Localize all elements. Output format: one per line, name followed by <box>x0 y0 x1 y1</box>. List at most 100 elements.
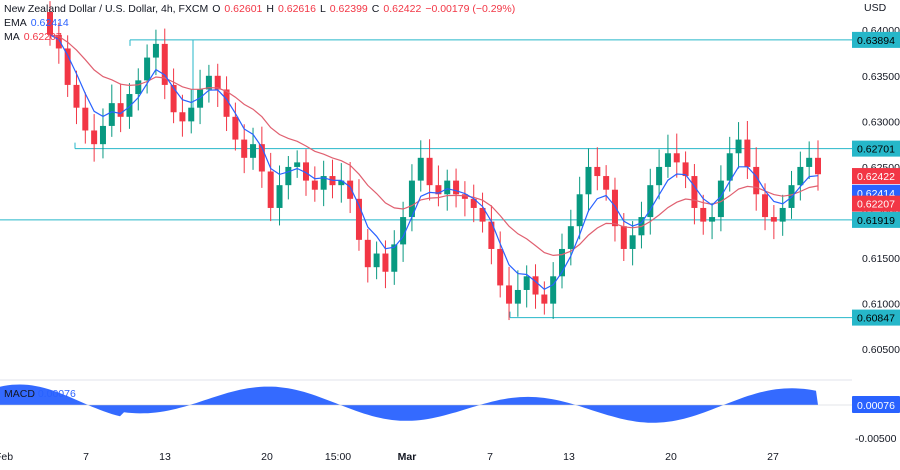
ema-value: 0.62414 <box>30 17 69 29</box>
candle-body <box>232 116 239 140</box>
candle-body <box>170 84 177 113</box>
high-label: H <box>266 3 274 15</box>
x-tick-label: Mar <box>398 451 417 463</box>
candle-body <box>629 235 636 249</box>
candle-body <box>408 180 415 218</box>
candle-body <box>161 43 168 85</box>
candle-body <box>664 153 671 167</box>
candle-body <box>188 107 195 122</box>
candle-body <box>267 171 274 208</box>
candle-body <box>64 48 71 85</box>
close-label: C <box>371 3 380 15</box>
candle-body <box>700 207 707 222</box>
price-tag <box>852 309 900 326</box>
candle-body <box>523 276 530 290</box>
candle-body <box>770 217 777 222</box>
macd-tick-label: -0.00500 <box>855 433 897 445</box>
ohlc-row: New Zealand Dollar / U.S. Dollar, 4h, FX… <box>4 2 515 16</box>
high-value: 0.62616 <box>277 3 316 15</box>
candle-body <box>682 162 689 177</box>
candle-body <box>762 194 769 218</box>
candle-body <box>126 94 133 117</box>
y-tick-label: 0.60500 <box>862 344 900 356</box>
candle-body <box>426 157 433 186</box>
y-tick-label: 0.61000 <box>862 299 900 311</box>
candle-body <box>117 103 124 117</box>
candle-body <box>303 162 309 181</box>
candle-body <box>241 139 248 158</box>
candle-body <box>647 185 654 218</box>
x-tick-label: 13 <box>563 451 575 463</box>
candle-body <box>559 248 565 277</box>
candle-body <box>364 239 371 268</box>
price-tag <box>852 195 900 212</box>
candle-body <box>726 153 733 181</box>
x-tick-label: 7 <box>83 451 89 463</box>
candle-body <box>691 176 698 208</box>
price-tag-text: 0.61919 <box>857 215 895 227</box>
candle-body <box>585 166 592 195</box>
macd-value-tag <box>852 396 900 413</box>
macd-legend[interactable]: MACD 0.00076 <box>4 388 76 400</box>
macd-area <box>0 384 818 423</box>
change-value: −0.00179 (−0.29%) <box>425 3 516 15</box>
candle-body <box>532 276 539 295</box>
candle-body <box>144 57 151 81</box>
y-tick-label: 0.61500 <box>862 253 900 265</box>
candle-body <box>373 253 380 268</box>
candle-body <box>603 176 610 190</box>
y-tick-label: 0.63500 <box>862 71 900 83</box>
candle-body <box>205 75 212 90</box>
price-tag <box>852 168 900 185</box>
candle-body <box>47 12 53 35</box>
candle-body <box>550 276 557 304</box>
candle-body <box>815 157 821 175</box>
ma-label: MA <box>4 31 20 43</box>
candle-body <box>99 125 106 145</box>
candle-body <box>400 217 407 245</box>
candle-body <box>479 207 486 222</box>
candle-body <box>656 166 663 186</box>
candle-body <box>108 103 115 126</box>
close-value: 0.62422 <box>383 3 422 15</box>
candle-body <box>355 198 362 240</box>
macd-value: 0.00076 <box>37 388 76 400</box>
price-tag-text: 0.62207 <box>857 199 895 211</box>
macd-value-text: 0.00076 <box>857 400 895 412</box>
line-layer <box>49 34 819 291</box>
candle-body <box>806 157 813 167</box>
candle-body <box>338 180 345 186</box>
macd-label: MACD <box>4 388 35 400</box>
candle-body <box>82 107 89 131</box>
candle-body <box>541 294 548 304</box>
ma-row[interactable]: MA 0.62207 <box>4 30 515 44</box>
candle-body <box>179 112 186 122</box>
candle-body <box>382 253 389 272</box>
x-tick-label: 7 <box>487 451 493 463</box>
candle-body <box>320 176 327 190</box>
ema-row[interactable]: EMA 0.62414 <box>4 16 515 30</box>
candle-body <box>294 162 301 167</box>
candle-body <box>576 194 583 227</box>
price-tag <box>852 31 900 48</box>
price-tag-text: 0.63894 <box>857 35 895 47</box>
candle-body <box>73 84 80 108</box>
candle-body <box>594 166 601 177</box>
candle-body <box>152 43 159 58</box>
candle-body <box>744 139 751 167</box>
price-tag <box>852 140 900 157</box>
candle-body <box>779 207 786 222</box>
candle-body <box>797 166 804 186</box>
candle-body <box>55 34 62 49</box>
ma-line <box>49 34 819 257</box>
candle-body <box>753 166 760 195</box>
candle-body <box>506 285 513 304</box>
candle-body <box>91 130 98 145</box>
candle-body <box>717 180 724 218</box>
macd-layer <box>0 384 852 423</box>
level-layer <box>0 39 852 319</box>
ema-label: EMA <box>4 17 27 29</box>
candle-body <box>709 217 716 222</box>
